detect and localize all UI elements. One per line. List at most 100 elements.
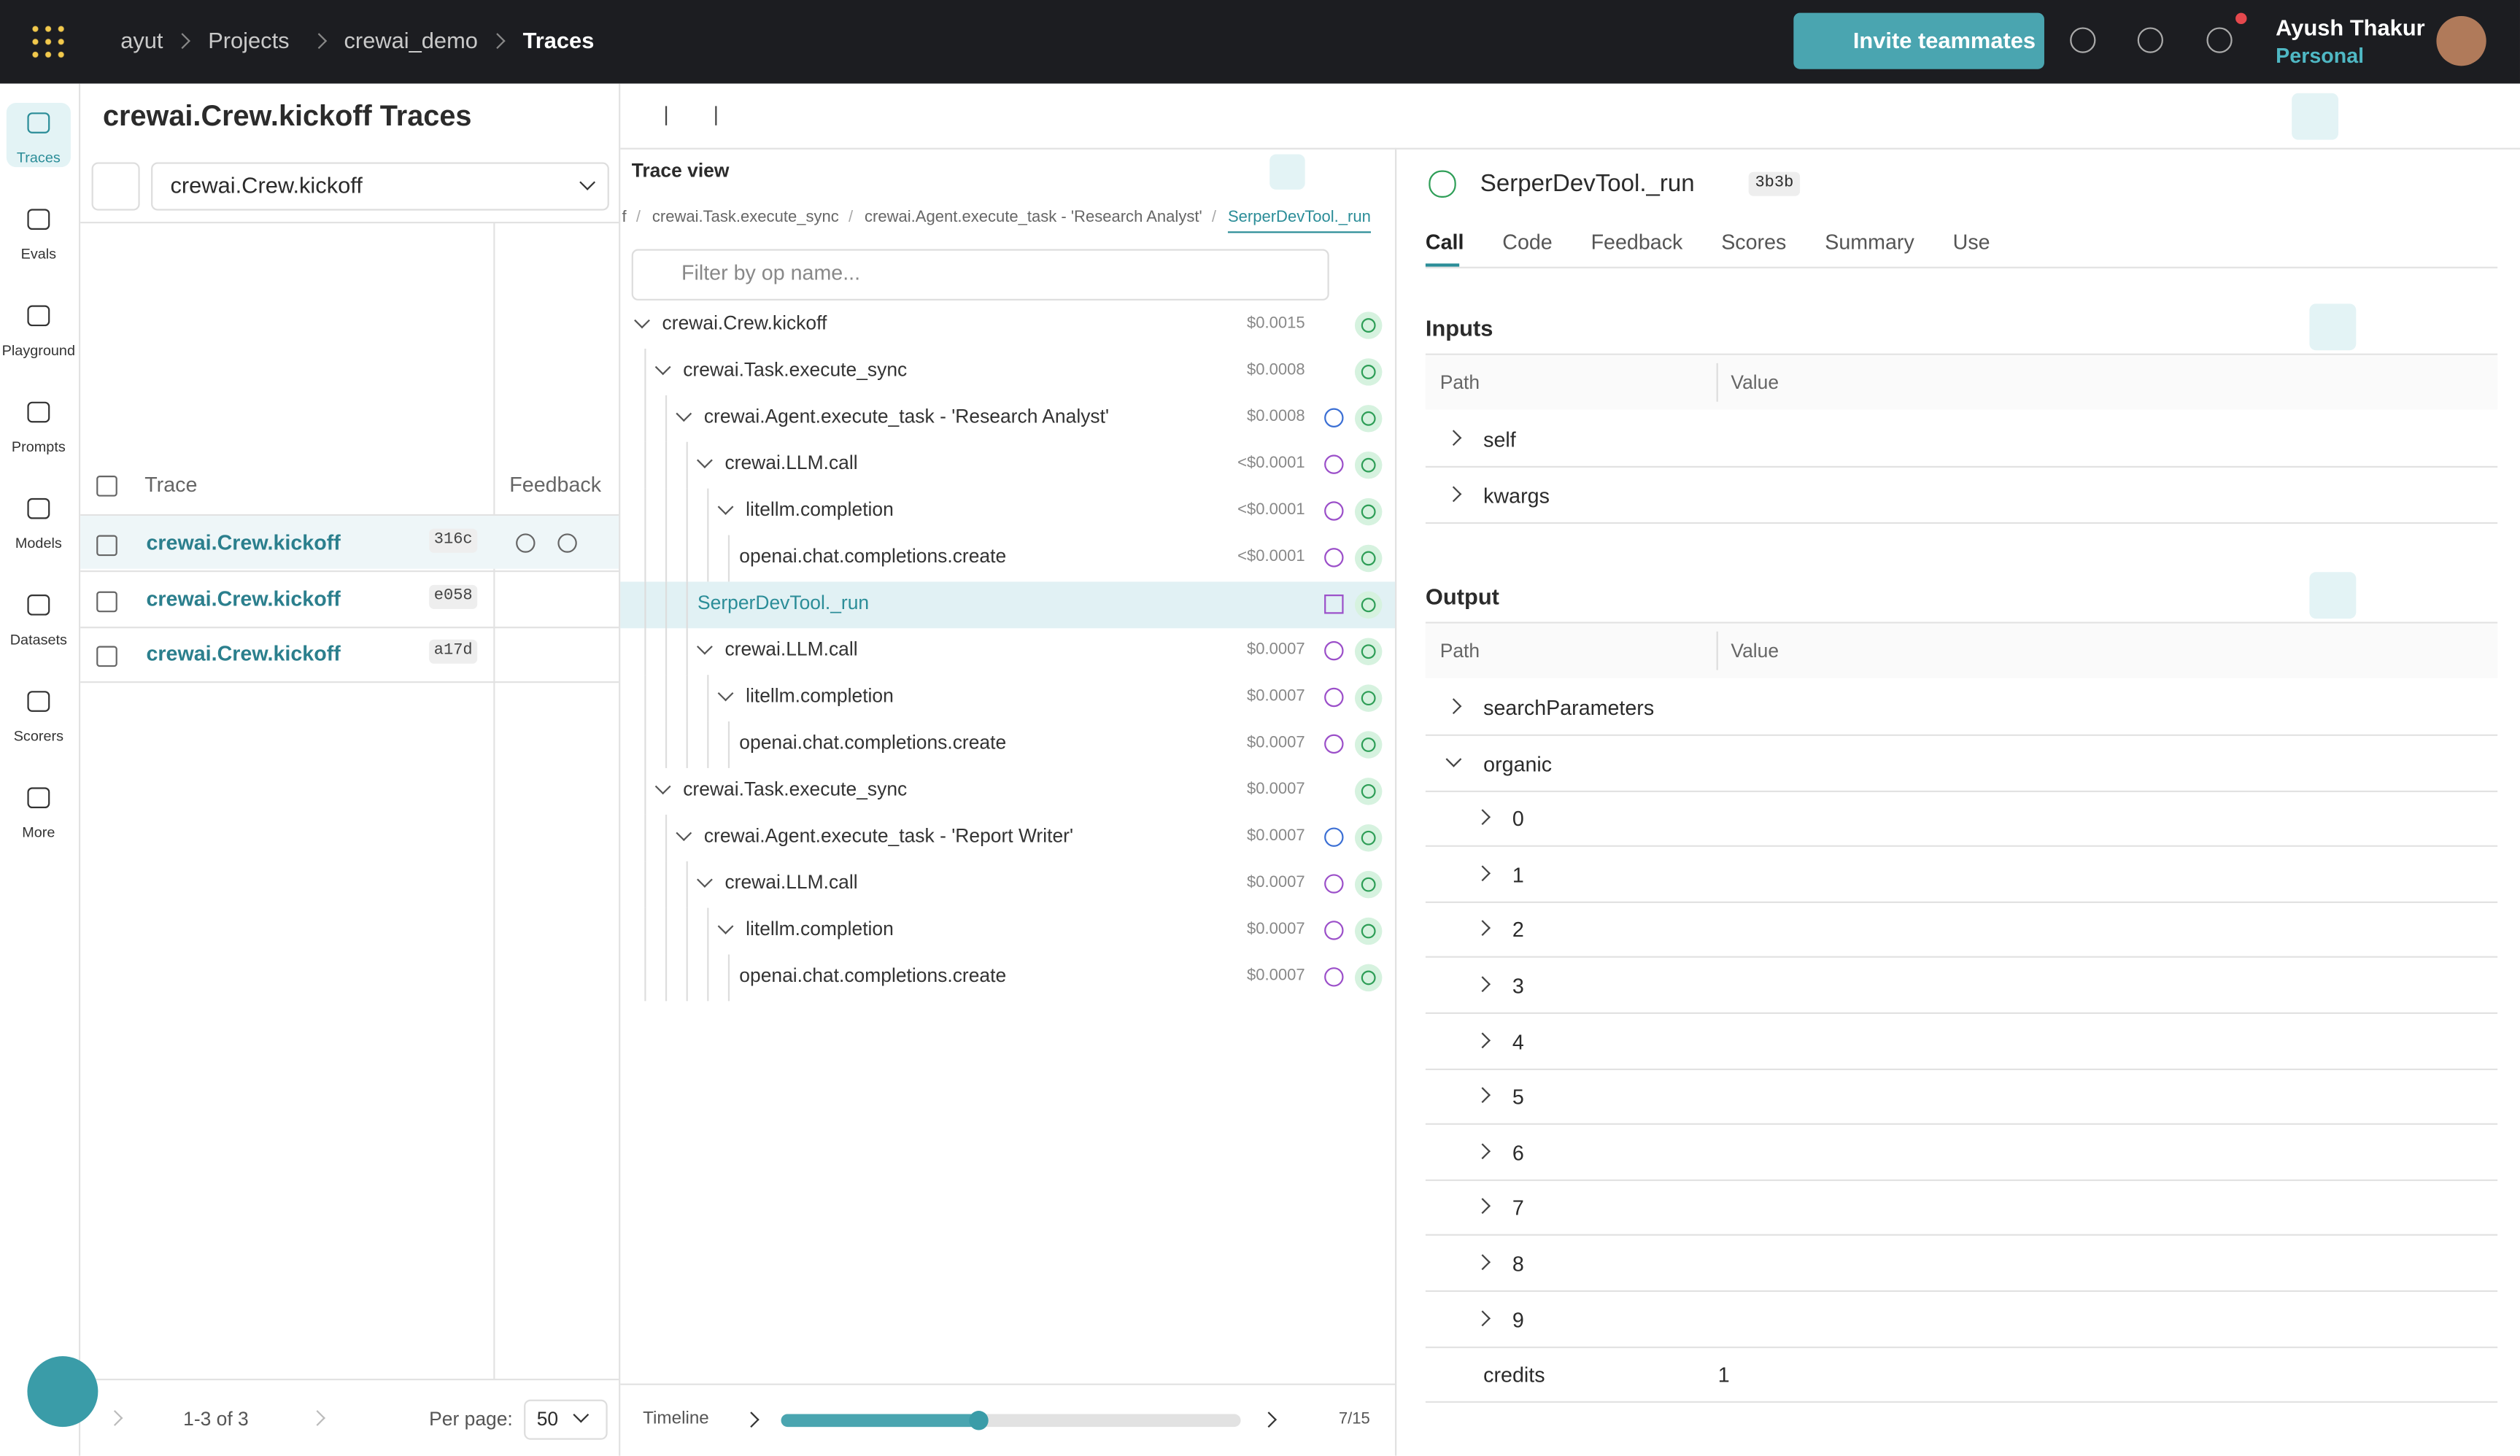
- path-cell[interactable]: searchParameters: [1483, 695, 1655, 720]
- node-label[interactable]: crewai.Task.execute_sync: [683, 778, 908, 800]
- sidebar-icon[interactable]: [27, 209, 50, 231]
- tv-breadcrumb[interactable]: crewai.Task.execute_sync: [652, 209, 839, 227]
- sidebar-icon[interactable]: [27, 305, 50, 327]
- breadcrumb-item[interactable]: ayut: [120, 27, 163, 53]
- path-cell[interactable]: 9: [1512, 1307, 1524, 1332]
- breadcrumb-item[interactable]: Projects: [208, 27, 290, 53]
- node-icon: [1324, 827, 1344, 847]
- tree-guide: [644, 349, 646, 395]
- trace-name[interactable]: crewai.Crew.kickoff: [146, 640, 341, 665]
- tab[interactable]: Feedback: [1591, 230, 1683, 255]
- feedback-icon[interactable]: [557, 533, 577, 553]
- sidebar-label[interactable]: Scorers: [13, 727, 64, 744]
- path-cell[interactable]: organic: [1483, 751, 1553, 776]
- trace-name[interactable]: crewai.Crew.kickoff: [146, 530, 341, 554]
- per-page-select[interactable]: [524, 1399, 608, 1440]
- table-header: [1425, 355, 2498, 410]
- node-label[interactable]: crewai.LLM.call: [724, 451, 858, 474]
- node-label[interactable]: litellm.completion: [746, 497, 894, 521]
- sidebar-label[interactable]: More: [22, 824, 55, 841]
- node-label[interactable]: crewai.Crew.kickoff: [662, 311, 827, 335]
- path-cell[interactable]: 8: [1512, 1251, 1524, 1277]
- invite-button[interactable]: [1793, 12, 2044, 69]
- node-label[interactable]: openai.chat.completions.create: [739, 964, 1007, 987]
- checkbox[interactable]: [96, 535, 117, 557]
- sidebar-icon[interactable]: [27, 497, 50, 519]
- path-cell[interactable]: 4: [1512, 1029, 1524, 1054]
- sidebar-icon[interactable]: [27, 401, 50, 423]
- breadcrumb-item[interactable]: Traces: [522, 27, 595, 53]
- nav-icon[interactable]: [2206, 27, 2233, 53]
- trace-name[interactable]: crewai.Crew.kickoff: [146, 585, 341, 610]
- nav-arrow[interactable]: [715, 106, 718, 125]
- refresh-button[interactable]: [91, 162, 140, 211]
- tab[interactable]: Summary: [1825, 230, 1914, 255]
- feedback-icon[interactable]: [516, 533, 536, 553]
- path-cell[interactable]: 7: [1512, 1196, 1524, 1220]
- tab[interactable]: Use: [1952, 230, 1990, 255]
- node-label[interactable]: openai.chat.completions.create: [739, 731, 1007, 754]
- node-label[interactable]: crewai.LLM.call: [724, 638, 858, 661]
- tree-guide: [665, 488, 668, 535]
- nav-icon[interactable]: [2137, 27, 2163, 53]
- path-cell[interactable]: kwargs: [1483, 483, 1550, 508]
- sidebar-icon[interactable]: [27, 691, 50, 712]
- sidebar-label[interactable]: Datasets: [9, 631, 68, 648]
- sidebar-label[interactable]: Prompts: [11, 438, 66, 455]
- tab[interactable]: Call: [1425, 230, 1464, 255]
- checkbox[interactable]: [96, 590, 117, 612]
- node-icon: [1324, 687, 1344, 708]
- chat-launcher[interactable]: [27, 1356, 98, 1428]
- tree-guide: [707, 535, 709, 582]
- sidebar-label[interactable]: Evals: [20, 246, 57, 263]
- tab[interactable]: Scores: [1721, 230, 1787, 255]
- row-line: [1425, 789, 2498, 792]
- nav-arrow[interactable]: [665, 106, 668, 125]
- row-line: [1425, 1012, 2498, 1014]
- node-label[interactable]: litellm.completion: [746, 917, 894, 940]
- sidebar-icon[interactable]: [27, 112, 50, 133]
- path-cell[interactable]: 5: [1512, 1085, 1524, 1110]
- header-toggle[interactable]: [2292, 93, 2339, 140]
- status-check: [1361, 365, 1376, 379]
- tree-guide: [644, 721, 646, 768]
- tab[interactable]: Code: [1502, 230, 1553, 255]
- path-cell[interactable]: 3: [1512, 973, 1524, 998]
- path-cell[interactable]: 0: [1512, 807, 1524, 832]
- timeline-thumb[interactable]: [969, 1411, 989, 1430]
- nav-icon[interactable]: [2070, 27, 2096, 53]
- node-label[interactable]: litellm.completion: [746, 684, 894, 708]
- tv-breadcrumb[interactable]: f: [622, 209, 627, 227]
- avatar[interactable]: [2436, 16, 2486, 66]
- path-cell[interactable]: 6: [1512, 1140, 1524, 1165]
- path-cell[interactable]: 1: [1512, 862, 1524, 887]
- node-cost: <$0.0001: [1237, 548, 1305, 566]
- filter-select[interactable]: [151, 162, 609, 211]
- sidebar-label[interactable]: Traces: [16, 149, 61, 166]
- node-label[interactable]: crewai.Task.execute_sync: [683, 358, 908, 382]
- tree-guide: [686, 441, 688, 489]
- node-label[interactable]: crewai.LLM.call: [724, 870, 858, 894]
- sidebar-label[interactable]: Models: [15, 535, 62, 551]
- checkbox[interactable]: [96, 476, 117, 497]
- path-cell[interactable]: 2: [1512, 918, 1524, 942]
- sidebar-icon[interactable]: [27, 787, 50, 809]
- tv-breadcrumb[interactable]: SerperDevTool._run: [1227, 209, 1371, 233]
- tv-breadcrumb[interactable]: crewai.Agent.execute_task - 'Research An…: [865, 209, 1202, 227]
- sidebar-label[interactable]: Playground: [1, 342, 76, 359]
- breadcrumb-item[interactable]: crewai_demo: [344, 27, 478, 53]
- mode-toggle[interactable]: [2309, 572, 2357, 619]
- row-line: [1425, 845, 2498, 848]
- node-label[interactable]: SerperDevTool._run: [697, 591, 870, 614]
- checkbox[interactable]: [96, 646, 117, 667]
- view-toggle[interactable]: [1269, 154, 1305, 190]
- sidebar-icon[interactable]: [27, 595, 50, 616]
- col-divider: [1716, 631, 1718, 670]
- node-label[interactable]: openai.chat.completions.create: [739, 544, 1007, 568]
- tv-filter[interactable]: [631, 249, 1329, 301]
- node-label[interactable]: crewai.Agent.execute_task - 'Report Writ…: [703, 824, 1074, 847]
- mode-toggle[interactable]: [2309, 303, 2357, 351]
- path-cell[interactable]: self: [1483, 427, 1516, 452]
- node-label[interactable]: crewai.Agent.execute_task - 'Research An…: [703, 405, 1110, 427]
